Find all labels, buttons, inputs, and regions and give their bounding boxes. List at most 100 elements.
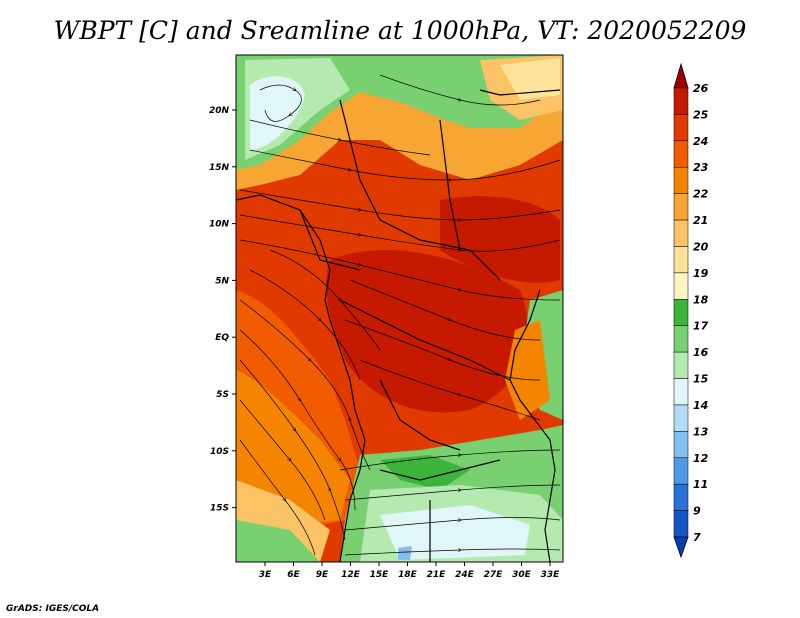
colorbar-swatch xyxy=(673,483,689,511)
colorbar-label: 20 xyxy=(693,240,709,253)
colorbar-swatch xyxy=(673,219,689,247)
field-region-southwest-green xyxy=(236,520,320,562)
streamline xyxy=(259,84,302,122)
lon-label: 30E xyxy=(512,570,532,580)
longitude-labels: 3E 6E 9E 12E 15E 18E 21E 24E 27E 30E 33E xyxy=(259,562,560,580)
lat-label: 10N xyxy=(209,220,230,230)
field-region-south-pale xyxy=(380,505,530,560)
field-region-north-orange xyxy=(236,92,563,190)
streamline xyxy=(249,269,361,381)
streamline xyxy=(249,149,561,180)
colorbar-swatch xyxy=(673,87,689,115)
map-frame xyxy=(235,54,564,563)
field-region-south-darkgreen xyxy=(380,455,470,490)
colorbar-label: 21 xyxy=(693,214,708,227)
streamline xyxy=(359,359,541,421)
lon-label: 24E xyxy=(455,570,475,580)
colorbar-swatch xyxy=(673,246,689,274)
border-line xyxy=(439,119,461,251)
field-region-northeast-pale xyxy=(500,58,560,100)
colorbar-label: 13 xyxy=(693,425,709,438)
field-region-east-orange xyxy=(505,320,550,420)
streamline xyxy=(239,239,561,301)
country-borders xyxy=(236,89,561,562)
streamline xyxy=(339,449,561,471)
border-line xyxy=(479,89,561,96)
streamline xyxy=(269,249,381,351)
lat-label: 15N xyxy=(209,163,230,173)
colorbar-swatch xyxy=(673,193,689,221)
lat-label: 15S xyxy=(210,504,229,514)
lon-label: 21E xyxy=(427,570,447,580)
streamline xyxy=(344,484,561,501)
streamline xyxy=(349,279,541,341)
coastline-east xyxy=(509,289,556,562)
lat-label: 5N xyxy=(215,276,229,286)
colorbar-swatch xyxy=(673,114,689,142)
lon-label: 12E xyxy=(341,570,361,580)
border-line xyxy=(379,459,501,481)
streamline xyxy=(239,359,346,541)
latitude-labels: 20N 15N 10N 5N EQ 5S 10S 15S xyxy=(209,106,236,514)
colorbar-label: 22 xyxy=(693,188,709,201)
lon-label: 18E xyxy=(398,570,418,580)
colorbar-swatch xyxy=(673,510,689,538)
colorbar-label: 12 xyxy=(693,452,709,465)
lon-label: 33E xyxy=(541,570,561,580)
colorbar-label: 7 xyxy=(693,531,701,544)
streamline xyxy=(239,189,561,220)
colorbar-top-arrow xyxy=(673,62,689,89)
coastline-west xyxy=(236,194,366,562)
colorbar-label: 26 xyxy=(693,82,709,95)
colorbar-label: 23 xyxy=(693,161,709,174)
lon-label: 6E xyxy=(287,570,300,580)
colorbar-swatch xyxy=(673,431,689,459)
colorbar-bottom-arrow xyxy=(673,536,689,559)
colorbar-label: 9 xyxy=(693,505,701,518)
lon-label: 15E xyxy=(370,570,390,580)
streamline xyxy=(344,517,561,531)
lon-label: 27E xyxy=(484,570,504,580)
colorbar: 26 25 24 23 22 21 20 19 18 17 16 15 14 13 12 11 9 7 xyxy=(673,62,709,559)
streamline xyxy=(344,319,541,381)
colorbar-label: 19 xyxy=(693,267,709,280)
streamline xyxy=(344,549,561,556)
border-line xyxy=(379,379,461,451)
lat-label: 20N xyxy=(209,106,230,116)
colorbar-label: 15 xyxy=(693,373,709,386)
border-line xyxy=(339,299,511,381)
colorbar-swatch xyxy=(673,351,689,379)
border-line xyxy=(299,209,361,271)
colorbar-swatch xyxy=(673,272,689,300)
lat-label: 10S xyxy=(210,447,229,457)
streamline xyxy=(239,214,561,251)
lat-label: EQ xyxy=(215,333,229,343)
grads-credit: GrADS: IGES/COLA xyxy=(6,604,100,614)
colorbar-swatch xyxy=(673,140,689,168)
colorbar-swatch xyxy=(673,457,689,485)
colorbar-swatch xyxy=(673,404,689,432)
chart-title: WBPT [C] and Sreamline at 1000hPa, VT: 2… xyxy=(53,16,747,45)
colorbar-label: 18 xyxy=(693,293,709,306)
border-line xyxy=(339,99,501,281)
colorbar-swatch xyxy=(673,299,689,326)
lat-label: 5S xyxy=(216,390,229,400)
colorbar-label: 25 xyxy=(693,108,709,121)
lon-label: 3E xyxy=(259,570,272,580)
lon-label: 9E xyxy=(316,570,329,580)
streamline xyxy=(249,119,431,156)
colorbar-label: 17 xyxy=(693,320,709,333)
colorbar-swatch xyxy=(673,378,689,406)
field-region-northeast-red xyxy=(440,196,560,283)
colorbar-swatch xyxy=(673,166,689,194)
streamline xyxy=(379,74,541,106)
streamline xyxy=(239,399,326,521)
streamline xyxy=(239,299,371,471)
streamline xyxy=(239,439,316,556)
colorbar-label: 16 xyxy=(693,346,709,359)
colorbar-label: 11 xyxy=(693,478,708,491)
colorbar-swatch xyxy=(673,325,689,353)
field-region-south-blue xyxy=(398,546,412,560)
colorbar-label: 24 xyxy=(693,135,708,148)
